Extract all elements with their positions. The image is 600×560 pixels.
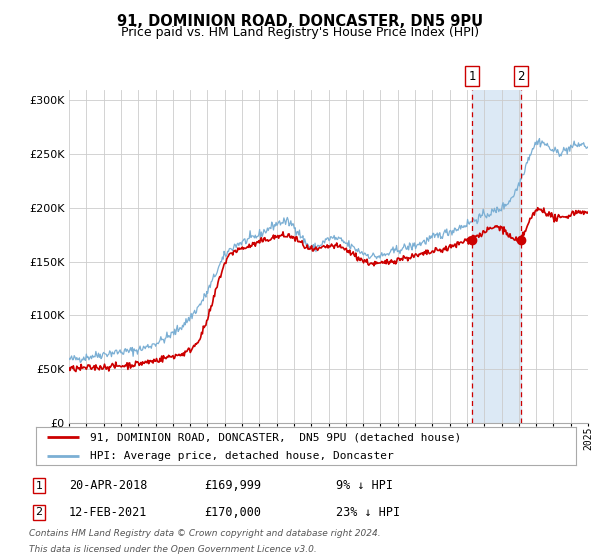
- Text: Contains HM Land Registry data © Crown copyright and database right 2024.: Contains HM Land Registry data © Crown c…: [29, 529, 380, 538]
- Text: 91, DOMINION ROAD, DONCASTER,  DN5 9PU (detached house): 91, DOMINION ROAD, DONCASTER, DN5 9PU (d…: [90, 432, 461, 442]
- Bar: [472, 90, 521, 423]
- Text: 1: 1: [35, 480, 43, 491]
- Text: Price paid vs. HM Land Registry's House Price Index (HPI): Price paid vs. HM Land Registry's House …: [121, 26, 479, 39]
- Text: This data is licensed under the Open Government Licence v3.0.: This data is licensed under the Open Gov…: [29, 545, 317, 554]
- Text: 2: 2: [517, 69, 524, 83]
- Text: £169,999: £169,999: [204, 479, 261, 492]
- Text: 23% ↓ HPI: 23% ↓ HPI: [336, 506, 400, 519]
- Text: 9% ↓ HPI: 9% ↓ HPI: [336, 479, 393, 492]
- Text: 2: 2: [35, 507, 43, 517]
- Text: £170,000: £170,000: [204, 506, 261, 519]
- Text: 20-APR-2018: 20-APR-2018: [69, 479, 148, 492]
- Text: 1: 1: [469, 69, 476, 83]
- Text: 91, DOMINION ROAD, DONCASTER, DN5 9PU: 91, DOMINION ROAD, DONCASTER, DN5 9PU: [117, 14, 483, 29]
- Text: HPI: Average price, detached house, Doncaster: HPI: Average price, detached house, Donc…: [90, 451, 394, 461]
- Text: 12-FEB-2021: 12-FEB-2021: [69, 506, 148, 519]
